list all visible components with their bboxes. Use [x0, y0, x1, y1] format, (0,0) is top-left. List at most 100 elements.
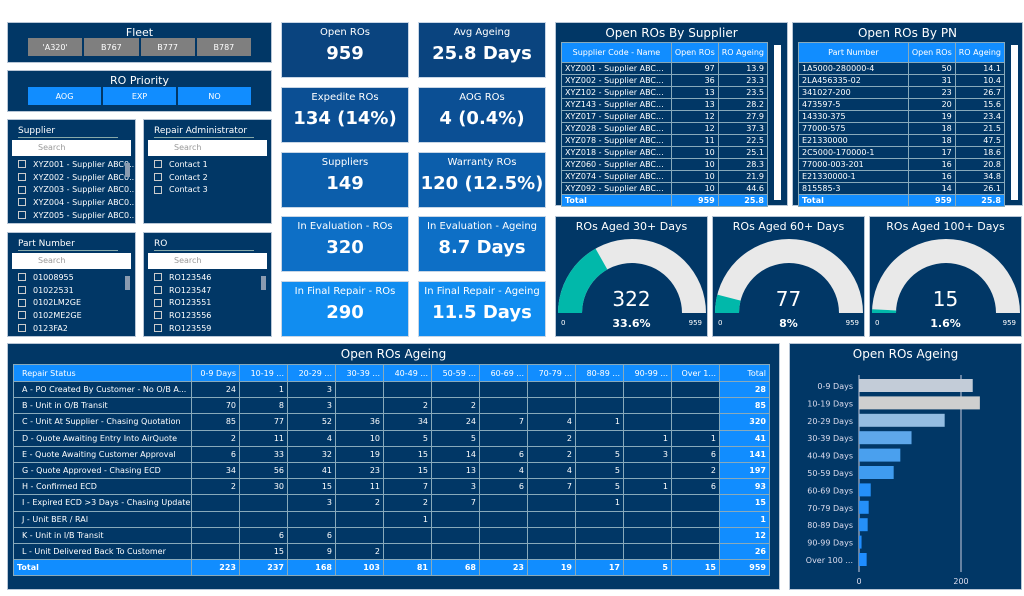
column-header[interactable]: 10-19 ... — [239, 364, 288, 382]
checkbox-icon[interactable] — [18, 160, 26, 169]
table-row[interactable]: 77000-003-201 16 20.8 — [798, 158, 1006, 171]
column-header[interactable]: 80-89 ... — [575, 364, 624, 382]
table-row[interactable]: G - Quote Approved - Chasing ECD 34 56 41 23… — [13, 461, 770, 480]
checkbox-icon[interactable] — [154, 324, 162, 333]
checkbox-icon[interactable] — [18, 311, 26, 320]
table-row[interactable]: XYZ060 - Supplier ABC... 10 28.3 — [561, 158, 769, 171]
search-input[interactable]: Search — [148, 140, 267, 156]
column-header[interactable]: Over 1... — [671, 364, 720, 382]
column-header[interactable]: 60-69 ... — [479, 364, 528, 382]
slicer-item[interactable]: RO123546 — [144, 271, 271, 284]
search-input[interactable]: Search — [12, 253, 131, 269]
bar[interactable] — [859, 466, 894, 479]
bar[interactable] — [859, 396, 980, 410]
checkbox-icon[interactable] — [154, 160, 162, 169]
checkbox-icon[interactable] — [154, 173, 162, 182]
slicer-item[interactable]: XYZ005 - Supplier ABC0... — [8, 209, 135, 222]
table-row[interactable]: 1A5000-280000-4 50 14.1 — [798, 62, 1006, 75]
column-header[interactable]: 30-39 ... — [335, 364, 384, 382]
table-row[interactable]: I - Expired ECD >3 Days - Chasing Update… — [13, 494, 770, 512]
column-header[interactable]: 40-49 ... — [383, 364, 432, 382]
slicer-item[interactable]: RO123556 — [144, 309, 271, 322]
slicer-item[interactable]: XYZ001 - Supplier ABC0... — [8, 158, 135, 171]
fleet-option[interactable]: 'A320' — [28, 38, 83, 56]
table-row[interactable]: XYZ002 - Supplier ABC... 36 23.3 — [561, 74, 769, 87]
table-row[interactable]: J - Unit BER / RAI 1 1 — [13, 510, 770, 528]
column-header[interactable]: 50-59 ... — [431, 364, 480, 382]
slicer-item[interactable]: 01008955 — [8, 271, 135, 284]
slicer-item[interactable]: XYZ004 - Supplier ABC0... — [8, 196, 135, 209]
slicer-item[interactable]: RO123551 — [144, 296, 271, 309]
table-row[interactable]: E21330000-1 16 34.8 — [798, 170, 1006, 183]
column-header[interactable]: RO Ageing — [954, 42, 1006, 63]
table-row[interactable]: XYZ078 - Supplier ABC... 11 22.5 — [561, 134, 769, 147]
table-row[interactable]: L - Unit Delivered Back To Customer 15 9 2 2… — [13, 542, 770, 561]
bar[interactable] — [859, 448, 901, 462]
checkbox-icon[interactable] — [154, 273, 162, 282]
checkbox-icon[interactable] — [18, 298, 26, 307]
table-row[interactable]: XYZ143 - Supplier ABC... 13 28.2 — [561, 98, 769, 111]
slicer-item[interactable]: RO123547 — [144, 284, 271, 297]
search-input[interactable]: Search — [12, 140, 131, 156]
checkbox-icon[interactable] — [18, 324, 26, 333]
scrollbar[interactable] — [774, 45, 781, 200]
slicer-item[interactable]: Contact 3 — [144, 183, 271, 196]
table-row[interactable]: XYZ001 - Supplier ABC... 97 13.9 — [561, 62, 769, 75]
bar[interactable] — [859, 518, 868, 532]
checkbox-icon[interactable] — [18, 198, 26, 207]
bar[interactable] — [859, 553, 867, 566]
priority-option[interactable]: AOG — [28, 87, 101, 105]
priority-option[interactable]: NO — [178, 87, 251, 105]
table-row[interactable]: B - Unit in O/B Transit 70 8 3 2 2 85 — [13, 397, 770, 415]
table-row[interactable]: 2C5000-170000-1 17 18.6 — [798, 146, 1006, 159]
slicer-item[interactable]: 01022531 — [8, 284, 135, 297]
bar[interactable] — [859, 413, 945, 427]
table-row[interactable]: E - Quote Awaiting Customer Approval 6 33 3… — [13, 445, 770, 463]
column-header[interactable]: RO Ageing — [717, 42, 769, 63]
table-row[interactable]: 815585-3 14 26.1 — [798, 182, 1006, 195]
bar[interactable] — [859, 535, 862, 549]
slicer-item[interactable]: XYZ003 - Supplier ABC0... — [8, 183, 135, 196]
table-row[interactable]: XYZ017 - Supplier ABC... 12 27.9 — [561, 110, 769, 123]
table-row[interactable]: 2LA456335-02 31 10.4 — [798, 74, 1006, 87]
table-row[interactable]: 14330-375 19 23.4 — [798, 110, 1006, 123]
table-row[interactable]: XYZ102 - Supplier ABC... 13 23.5 — [561, 86, 769, 99]
column-header[interactable]: 90-99 ... — [623, 364, 672, 382]
checkbox-icon[interactable] — [18, 185, 26, 194]
slicer-item[interactable]: 0102ME2GE — [8, 309, 135, 322]
bar[interactable] — [859, 500, 869, 514]
table-row[interactable]: D - Quote Awaiting Entry Into AirQuote 2 1… — [13, 429, 770, 447]
column-header[interactable]: Part Number — [798, 42, 909, 63]
scrollbar[interactable] — [125, 276, 130, 290]
table-row[interactable]: 77000-575 18 21.5 — [798, 122, 1006, 135]
column-header[interactable]: Supplier Code - Name — [561, 42, 672, 63]
slicer-item[interactable]: 0102LM2GE — [8, 296, 135, 309]
slicer-item[interactable]: 0123FA2 — [8, 322, 135, 335]
checkbox-icon[interactable] — [154, 185, 162, 194]
fleet-option[interactable]: B777 — [140, 38, 195, 56]
table-row[interactable]: H - Confirmed ECD 2 30 15 11 7 3 6 7 5 1 6 93 — [13, 478, 770, 496]
priority-option[interactable]: EXP — [103, 87, 176, 105]
column-header[interactable]: Open ROs — [670, 42, 719, 63]
scrollbar[interactable] — [1011, 45, 1018, 200]
checkbox-icon[interactable] — [154, 311, 162, 320]
slicer-item[interactable]: XYZ002 - Supplier ABC0... — [8, 171, 135, 184]
column-header[interactable]: 0-9 Days — [191, 364, 240, 382]
table-row[interactable]: E21330000 18 47.5 — [798, 134, 1006, 147]
table-row[interactable]: XYZ018 - Supplier ABC... 10 25.1 — [561, 146, 769, 159]
column-header[interactable]: 20-29 ... — [287, 364, 336, 382]
table-row[interactable]: C - Unit At Supplier - Chasing Quotation… — [13, 413, 770, 431]
table-row[interactable]: K - Unit in I/B Transit 6 6 12 — [13, 526, 770, 544]
column-header[interactable]: Repair Status — [13, 364, 192, 382]
table-row[interactable]: XYZ028 - Supplier ABC... 12 37.3 — [561, 122, 769, 135]
table-row[interactable]: A - PO Created By Customer - No O/B A...… — [13, 380, 770, 399]
column-header[interactable]: Total — [719, 364, 770, 382]
table-row[interactable]: XYZ074 - Supplier ABC... 10 21.9 — [561, 170, 769, 183]
column-header[interactable]: Open ROs — [907, 42, 956, 63]
fleet-option[interactable]: B767 — [84, 38, 139, 56]
table-row[interactable]: XYZ092 - Supplier ABC... 10 44.6 — [561, 182, 769, 195]
scrollbar[interactable] — [261, 276, 266, 290]
column-header[interactable]: 70-79 ... — [527, 364, 576, 382]
slicer-item[interactable]: RO123559 — [144, 322, 271, 335]
bar[interactable] — [859, 483, 871, 497]
